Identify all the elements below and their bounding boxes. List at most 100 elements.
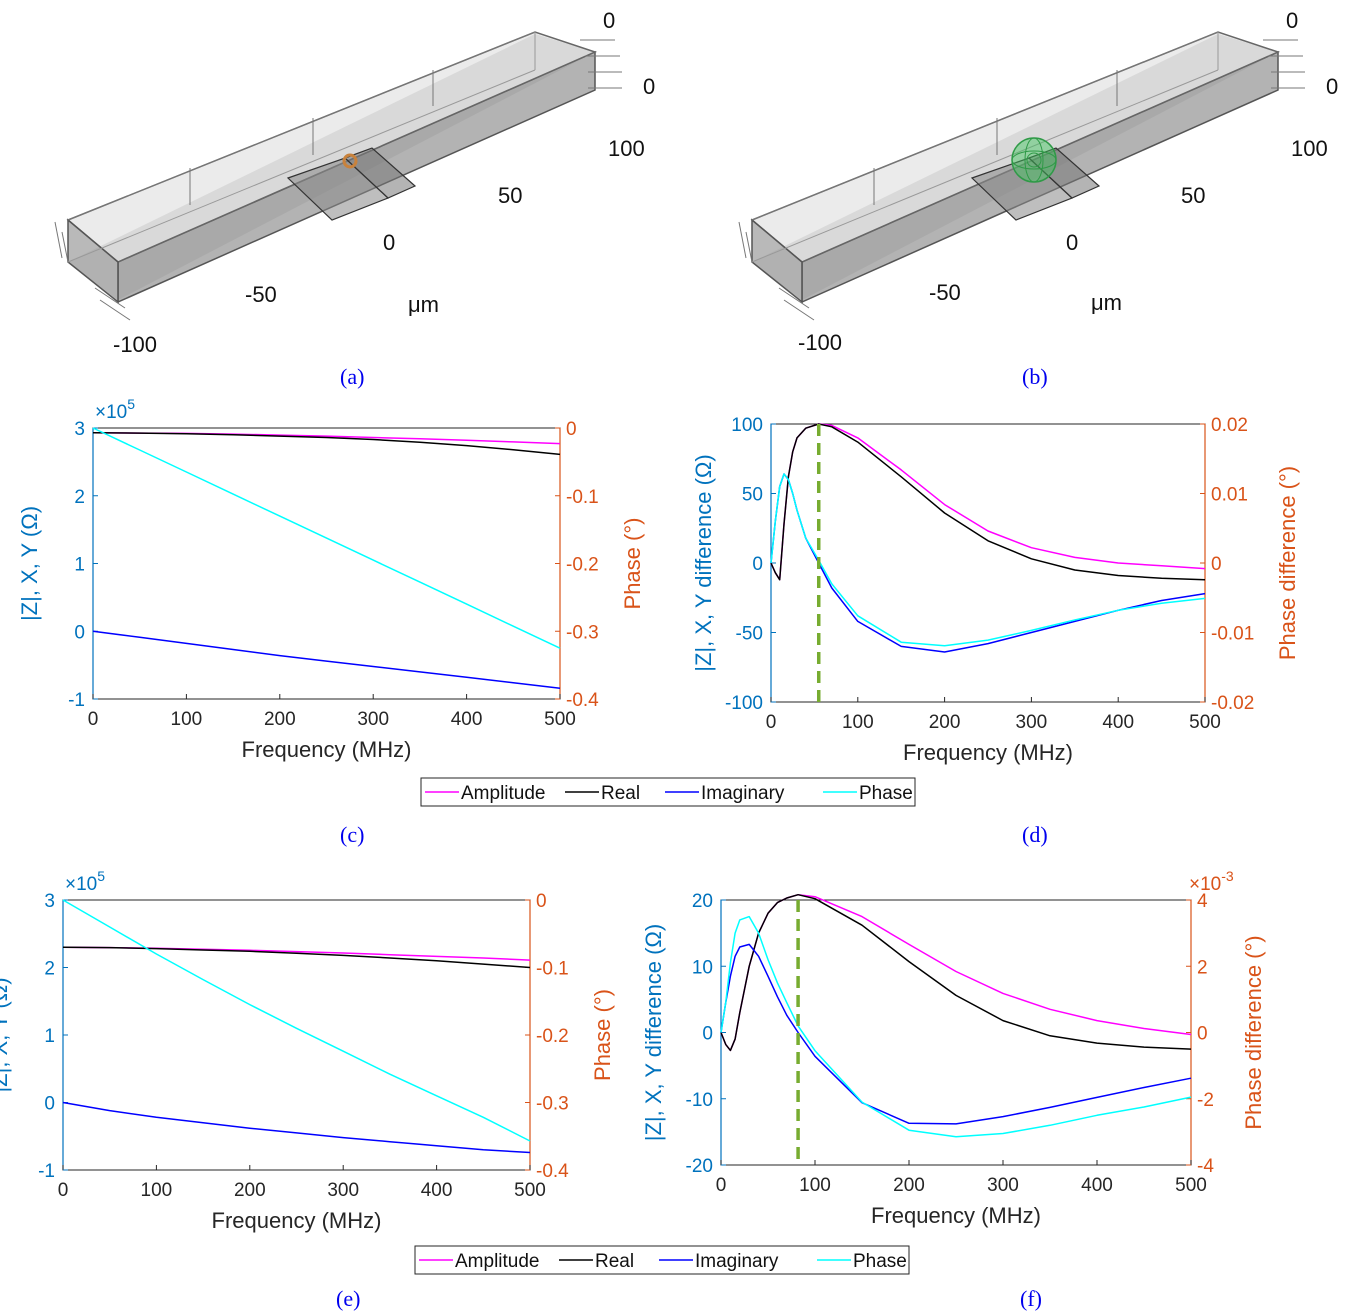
x-tick-label: 0: [88, 709, 99, 730]
x-tick-label: 200: [929, 712, 961, 733]
y2-tick-label: 4: [1197, 891, 1208, 912]
y-tick-label: 2: [44, 959, 55, 980]
y-exponent-label: ×105: [95, 396, 135, 423]
electrode-right: [343, 147, 417, 199]
plot-frame: [720, 899, 1192, 1166]
series-line-amplitude: [770, 423, 1206, 581]
y-axis-label: |Z|, X, Y difference (Ω): [641, 924, 666, 1141]
series-line-imaginary: [92, 630, 561, 689]
legend-label: Real: [595, 1251, 634, 1272]
y2-exponent-label: ×10-3: [1189, 868, 1234, 895]
y2-tick-label: 0.02: [1211, 415, 1248, 436]
axis-tick-label: -100: [798, 330, 842, 355]
y-exponent-label: ×105: [65, 868, 105, 895]
y2-tick-label: -0.4: [536, 1161, 569, 1182]
axis-unit-label: μm: [1091, 290, 1122, 315]
y2-exponent-power: -3: [1221, 868, 1234, 884]
y2-tick-label: 0.01: [1211, 485, 1248, 506]
x-tick-label: 200: [893, 1175, 925, 1196]
inclusion-sphere: [342, 153, 358, 169]
legend-label: Imaginary: [701, 783, 785, 804]
plot-frame: [770, 423, 1206, 703]
y-tick-label: 0: [702, 1024, 713, 1045]
y-exponent-power: 5: [127, 396, 135, 412]
x-tick-label: 300: [987, 1175, 1019, 1196]
y2-tick-label: -0.2: [566, 555, 599, 576]
y2-tick-label: 0: [1197, 1024, 1208, 1045]
chart-d: 0 100 200 300 400 500 -100 -50 0 50 100 -0.02 -0.01 0…: [691, 415, 1300, 765]
x-tick-label: 500: [514, 1180, 546, 1201]
electrode-right: [1027, 147, 1101, 199]
y2-tick-label: -0.4: [566, 690, 599, 711]
y2-tick-label: 0: [1211, 554, 1222, 575]
y2-tick-label: -0.01: [1211, 624, 1254, 645]
axis-tick-label: 50: [1181, 183, 1205, 208]
caption-a: (a): [340, 364, 364, 389]
axis-unit-label: μm: [408, 292, 439, 317]
x-tick-label: 0: [766, 712, 777, 733]
y2-tick-label: -0.3: [566, 622, 599, 643]
y2-tick-label: -0.1: [536, 959, 569, 980]
y2-tick-label: -0.3: [536, 1094, 569, 1115]
y2-tick-label: 2: [1197, 957, 1208, 978]
caption-d: (d): [1022, 822, 1048, 847]
y-axis-label: |Z|, X, Y (Ω): [17, 506, 42, 621]
y-tick-label: -100: [725, 693, 763, 714]
axis-tick-label: 0: [603, 8, 615, 33]
y-exponent-power: 5: [97, 868, 105, 884]
series-line-phase: [92, 427, 561, 649]
legend-label: Amplitude: [455, 1251, 540, 1272]
x-tick-label: 400: [451, 709, 483, 730]
axis-tick-label: 0: [1286, 8, 1298, 33]
series-line-real: [720, 893, 1192, 1052]
y-tick-label: -50: [736, 624, 763, 645]
y-tick-label: 20: [692, 891, 713, 912]
y-tick-label: 10: [692, 957, 713, 978]
x-tick-label: 300: [1016, 712, 1048, 733]
x-tick-label: 300: [357, 709, 389, 730]
series-line-phase: [62, 899, 531, 1142]
series-line-imaginary: [720, 943, 1192, 1125]
y2-axis-label: Phase (°): [590, 989, 615, 1081]
x-tick-label: 100: [171, 709, 203, 730]
box-top-face: [66, 31, 598, 263]
x-tick-label: 400: [1081, 1175, 1113, 1196]
axis-tick-label: 50: [498, 183, 522, 208]
y-axis-label: |Z|, X, Y (Ω): [0, 977, 12, 1092]
geometry-view-b: 0 0 100 50 0 -50 -100 μm: [738, 8, 1338, 355]
y2-axis-label: Phase difference (°): [1275, 466, 1300, 660]
x-tick-label: 100: [799, 1175, 831, 1196]
y2-tick-label: -4: [1197, 1156, 1214, 1177]
y2-tick-label: -2: [1197, 1090, 1214, 1111]
box-top-face: [750, 31, 1281, 263]
legend: Amplitude Real Imaginary Phase: [414, 1245, 910, 1275]
legend-label: Real: [601, 783, 640, 804]
x-tick-label: 500: [1175, 1175, 1207, 1196]
y-tick-label: 1: [74, 555, 85, 576]
y-tick-label: 3: [74, 419, 85, 440]
chart-c: 0 100 200 300 400 500-10123-0.4-0.3-0.2-0.10×…: [17, 396, 645, 762]
axis-tick-label: 0: [1066, 230, 1078, 255]
series-line-amplitude: [720, 893, 1192, 1052]
legend: Amplitude Real Imaginary Phase: [420, 777, 916, 807]
y-tick-label: -1: [38, 1161, 55, 1182]
series-line-real: [62, 946, 531, 969]
series-line-imaginary: [62, 1101, 531, 1154]
legend-label: Phase: [853, 1251, 907, 1272]
y-tick-label: 0: [74, 622, 85, 643]
series-line-imaginary: [770, 473, 1206, 653]
y-tick-label: 1: [44, 1026, 55, 1047]
series-line-phase: [770, 473, 1206, 647]
y-tick-label: 0: [44, 1094, 55, 1115]
x-tick-label: 200: [234, 1180, 266, 1201]
series-line-real: [92, 431, 561, 456]
inclusion-sphere: [1011, 137, 1057, 183]
x-axis-label: Frequency (MHz): [903, 740, 1073, 765]
y2-tick-label: -0.2: [536, 1026, 569, 1047]
y-tick-label: -1: [68, 690, 85, 711]
y-tick-label: 3: [44, 891, 55, 912]
x-tick-label: 500: [544, 709, 576, 730]
x-axis-label: Frequency (MHz): [871, 1203, 1041, 1228]
axis-tick-label: -50: [245, 282, 277, 307]
x-tick-label: 100: [842, 712, 874, 733]
